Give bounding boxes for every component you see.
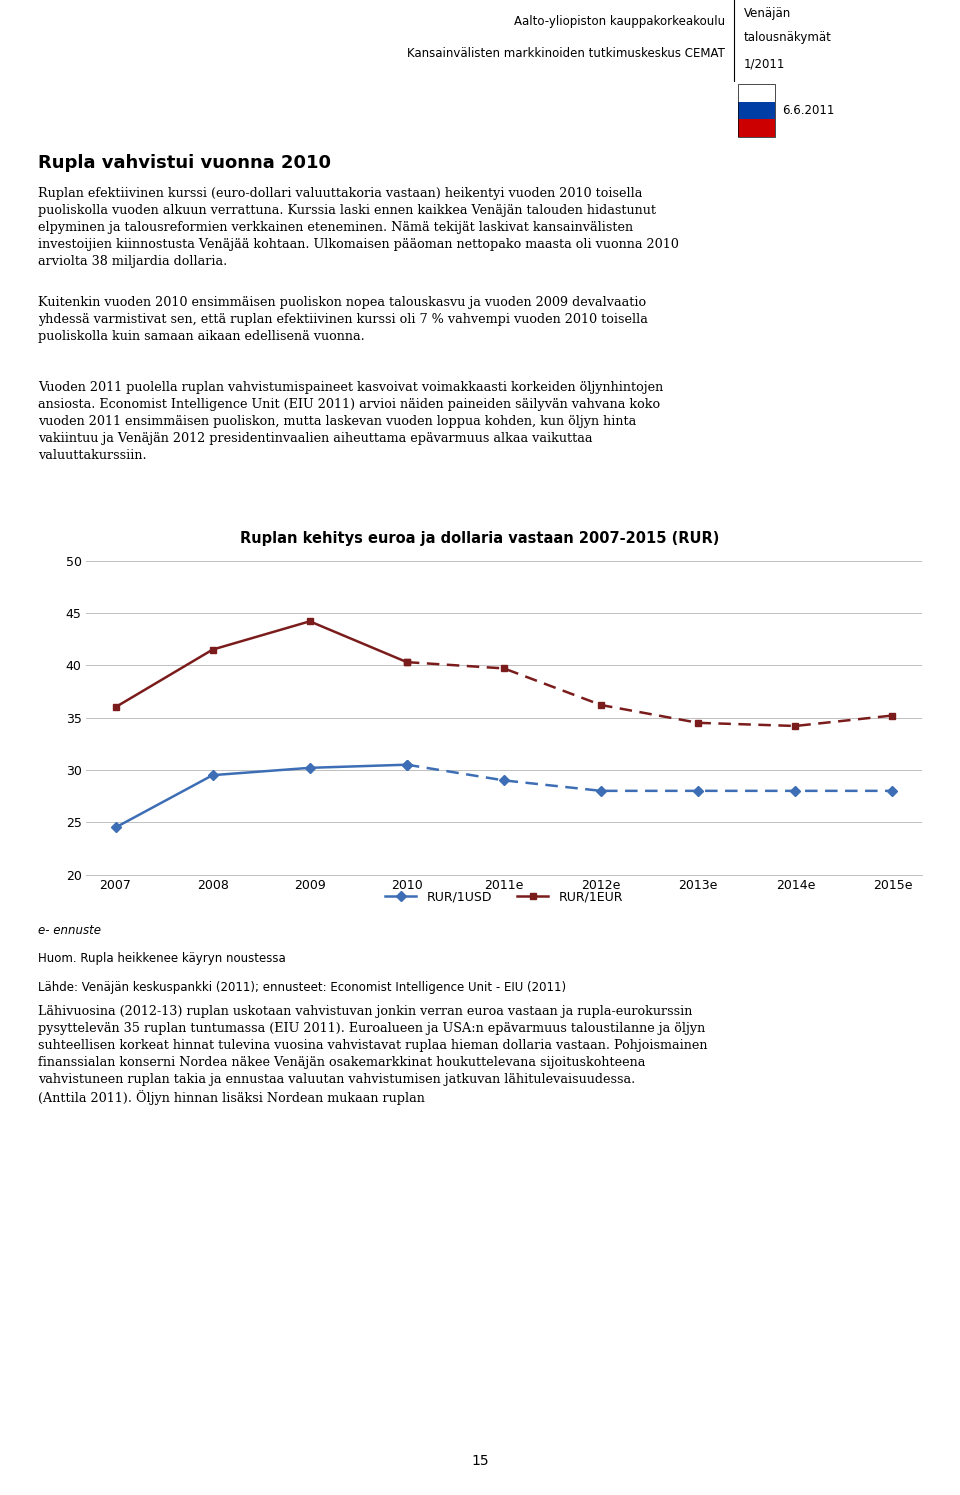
Legend: RUR/1USD, RUR/1EUR: RUR/1USD, RUR/1EUR bbox=[380, 885, 628, 909]
Text: 6.6.2011: 6.6.2011 bbox=[782, 105, 835, 117]
Text: Vuoden 2011 puolella ruplan vahvistumispaineet kasvoivat voimakkaasti korkeiden : Vuoden 2011 puolella ruplan vahvistumisp… bbox=[38, 381, 663, 462]
Text: Rupla vahvistui vuonna 2010: Rupla vahvistui vuonna 2010 bbox=[38, 154, 331, 172]
Bar bbox=[738, 120, 775, 138]
Text: Venäjän: Venäjän bbox=[744, 6, 791, 19]
Text: Ruplan efektiivinen kurssi (euro-dollari valuuttakoria vastaan) heikentyi vuoden: Ruplan efektiivinen kurssi (euro-dollari… bbox=[38, 187, 680, 268]
Text: Lähde: Venäjän keskuspankki (2011); ennusteet: Economist Intelligence Unit - EIU: Lähde: Venäjän keskuspankki (2011); ennu… bbox=[38, 981, 566, 994]
Text: Huom. Rupla heikkenee käyryn noustessa: Huom. Rupla heikkenee käyryn noustessa bbox=[38, 952, 286, 966]
Bar bbox=[738, 84, 775, 102]
Bar bbox=[738, 84, 775, 138]
Text: Lähivuosina (2012-13) ruplan uskotaan vahvistuvan jonkin verran euroa vastaan ja: Lähivuosina (2012-13) ruplan uskotaan va… bbox=[38, 1005, 708, 1105]
Bar bbox=[738, 102, 775, 120]
Text: Aalto-yliopiston kauppakorkeakoulu: Aalto-yliopiston kauppakorkeakoulu bbox=[514, 15, 725, 28]
Text: 1/2011: 1/2011 bbox=[744, 58, 785, 70]
Text: Kansainvälisten markkinoiden tutkimuskeskus CEMAT: Kansainvälisten markkinoiden tutkimuskes… bbox=[407, 46, 725, 60]
Text: Ruplan kehitys euroa ja dollaria vastaan 2007-2015 (RUR): Ruplan kehitys euroa ja dollaria vastaan… bbox=[240, 531, 720, 546]
Text: 15: 15 bbox=[471, 1455, 489, 1468]
Text: e- ennuste: e- ennuste bbox=[38, 924, 102, 936]
Text: talousnäkymät: talousnäkymät bbox=[744, 31, 832, 45]
Text: Kuitenkin vuoden 2010 ensimmäisen puoliskon nopea talouskasvu ja vuoden 2009 dev: Kuitenkin vuoden 2010 ensimmäisen puolis… bbox=[38, 296, 648, 342]
